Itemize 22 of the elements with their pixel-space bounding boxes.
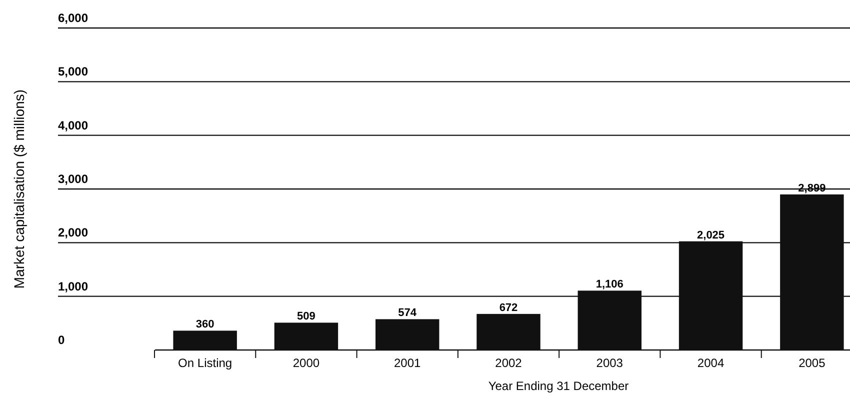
x-axis-title: Year Ending 31 December xyxy=(488,379,629,393)
data-label: 1,106 xyxy=(596,278,624,291)
y-tick-label: 2,000 xyxy=(58,226,88,240)
y-axis-title: Market capitalisation ($ millions) xyxy=(11,89,27,289)
data-label: 574 xyxy=(398,307,418,320)
x-tick-label: 2005 xyxy=(798,356,826,370)
y-tick-label: 6,000 xyxy=(58,11,88,25)
x-tick-label: 2004 xyxy=(697,356,724,370)
y-tick-label: 4,000 xyxy=(58,118,88,132)
y-tick-label: 5,000 xyxy=(58,64,88,79)
data-label: 509 xyxy=(297,310,316,323)
x-tick-label: 2000 xyxy=(292,356,320,370)
data-label: 360 xyxy=(196,318,214,331)
x-tick-label: 2001 xyxy=(394,356,422,370)
x-tick-label: On Listing xyxy=(178,356,232,370)
data-label: 2,025 xyxy=(697,229,725,242)
y-tick-label: 1,000 xyxy=(58,279,88,294)
y-tick-label: 3,000 xyxy=(58,172,88,186)
x-tick-label: 2002 xyxy=(495,356,522,370)
data-label: 672 xyxy=(499,302,518,314)
y-tick-label: 0 xyxy=(58,333,65,347)
x-tick-label: 2003 xyxy=(596,356,624,370)
